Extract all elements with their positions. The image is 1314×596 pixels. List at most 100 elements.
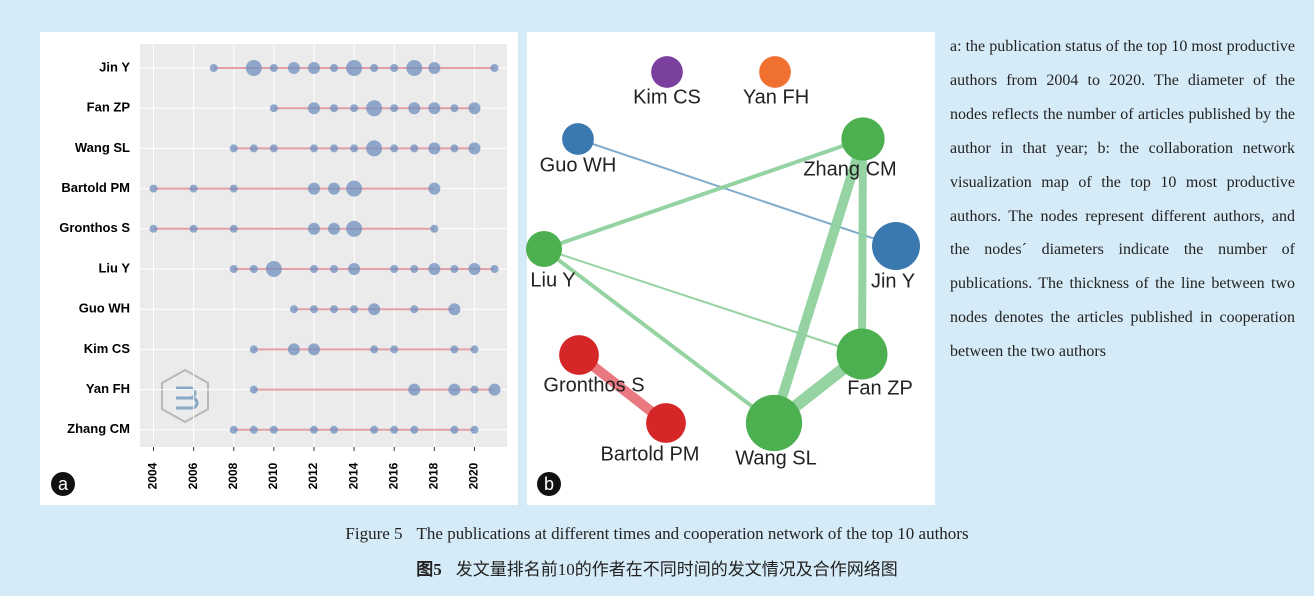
panel-label-badge (51, 472, 75, 496)
edge (577, 138, 897, 247)
bubble (450, 104, 459, 113)
bubble (410, 305, 419, 314)
bubble (428, 62, 441, 74)
bubble (468, 142, 481, 155)
bubble (330, 104, 339, 113)
y-tick-label: Fan ZP (87, 100, 131, 115)
node (836, 328, 888, 380)
node (841, 117, 885, 161)
y-tick-label: Kim CS (84, 341, 131, 356)
y-tick-label: Zhang CM (67, 421, 130, 436)
node-label: Zhang CM (803, 158, 896, 180)
bubble (428, 142, 441, 155)
bubble (330, 305, 339, 314)
node (651, 56, 683, 88)
bubble (346, 180, 363, 197)
bubble (428, 182, 441, 195)
panel-b (527, 32, 935, 505)
bubble (346, 220, 363, 237)
bubble (289, 305, 298, 314)
bubble (390, 265, 399, 273)
bubble (189, 224, 198, 233)
bubble (245, 60, 262, 76)
bubble (370, 425, 379, 434)
x-tick-label: 2018 (427, 462, 441, 489)
bubble (229, 224, 238, 233)
x-tick-label: 2014 (346, 462, 360, 489)
x-tick-label: 2010 (266, 462, 280, 489)
bubble (328, 222, 341, 235)
caption-text: 发文量排名前10的作者在不同时间的发文情况及合作网络图 (455, 560, 898, 579)
x-tick-label: 2006 (186, 462, 200, 489)
bubble (269, 144, 278, 153)
bubble (366, 100, 383, 117)
bubble (448, 303, 461, 316)
bubble (189, 184, 198, 193)
y-tick-label: Yan FH (86, 381, 130, 396)
panel-label: a (58, 474, 69, 494)
bubble (269, 104, 278, 113)
node (526, 231, 562, 267)
y-tick-label: Guo WH (79, 301, 130, 316)
bubble (410, 265, 419, 273)
bubble (307, 222, 320, 235)
edge (542, 247, 776, 425)
bubble (408, 102, 421, 115)
node (872, 222, 920, 270)
bubble (470, 385, 479, 394)
caption-zh: 图5 发文量排名前10的作者在不同时间的发文情况及合作网络图 (0, 555, 1314, 580)
bubble (368, 303, 381, 316)
bubble (307, 102, 320, 115)
node (759, 56, 791, 88)
caption-label: Figure 5 (345, 524, 403, 543)
bubble (309, 144, 318, 153)
bubble (330, 144, 339, 153)
panel-label: b (544, 474, 554, 494)
bubble (330, 64, 339, 72)
bubble (269, 64, 278, 72)
node-label: Jin Y (871, 270, 915, 292)
bubble (390, 104, 399, 113)
bubble (428, 102, 441, 115)
bubble (366, 140, 383, 157)
bubble (370, 64, 379, 72)
x-tick-label: 2016 (386, 462, 400, 489)
bubble (370, 345, 379, 354)
y-tick-label: Wang SL (75, 140, 130, 155)
y-tick-label: Jin Y (99, 59, 130, 74)
bubble (490, 64, 499, 72)
bubble (450, 144, 459, 153)
bubble (265, 261, 282, 277)
caption-text: The publications at different times and … (416, 524, 969, 543)
x-tick-label: 2004 (146, 462, 160, 489)
bubble (309, 425, 318, 434)
edge (543, 137, 864, 251)
bubble (450, 425, 459, 434)
bubble (229, 265, 238, 273)
y-tick-label: Gronthos S (59, 220, 130, 235)
bubble (490, 265, 499, 273)
bubble (488, 383, 501, 396)
bubble (350, 305, 359, 314)
bubble (430, 224, 439, 233)
node-label: Gronthos S (543, 374, 644, 396)
bubble (229, 425, 238, 434)
bubble (450, 345, 459, 354)
y-tick-label: Bartold PM (61, 180, 130, 195)
bubble (249, 144, 258, 153)
x-tick-label: 2008 (226, 462, 240, 489)
bubble (350, 104, 359, 113)
bubble (470, 425, 479, 434)
bubble (149, 184, 158, 193)
bubble (470, 345, 479, 354)
bubble (307, 62, 320, 74)
y-tick-label: Liu Y (98, 260, 130, 275)
description: a: the publication status of the top 10 … (950, 38, 1295, 361)
bubble (330, 265, 339, 273)
caption-en: Figure 5 The publications at different ti… (0, 524, 1314, 544)
bubble (330, 425, 339, 434)
node-label: Kim CS (633, 86, 701, 108)
bubble (468, 102, 481, 115)
bubble (390, 345, 399, 354)
node (646, 403, 686, 443)
